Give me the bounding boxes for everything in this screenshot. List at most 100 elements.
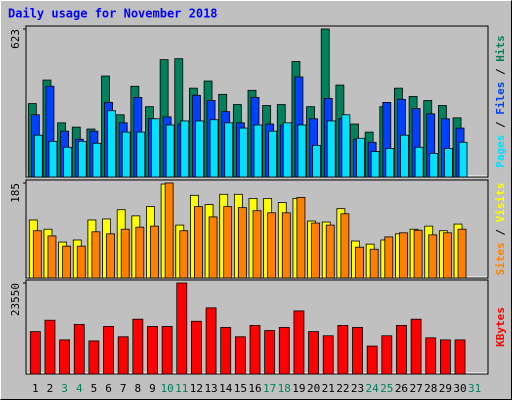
bar bbox=[352, 327, 363, 375]
bar bbox=[73, 323, 85, 375]
x-tick-label: 26 bbox=[395, 382, 408, 395]
bar bbox=[151, 118, 160, 178]
x-tick-label: 7 bbox=[120, 382, 127, 395]
x-tick-label: 24 bbox=[366, 382, 380, 395]
bar bbox=[356, 137, 365, 178]
bar bbox=[176, 282, 188, 375]
bar bbox=[413, 229, 423, 279]
bar bbox=[264, 330, 276, 375]
bar bbox=[267, 212, 277, 279]
x-tick-label: 4 bbox=[76, 382, 83, 395]
bar bbox=[428, 234, 438, 279]
x-tick-label: 25 bbox=[380, 382, 393, 395]
bar bbox=[59, 339, 71, 375]
bar bbox=[340, 213, 350, 279]
bar bbox=[293, 310, 305, 375]
x-tick-label: 1 bbox=[32, 382, 39, 395]
bar bbox=[370, 151, 380, 178]
chart-title: Daily usage for November 2018 bbox=[8, 7, 218, 21]
bar bbox=[384, 236, 394, 279]
x-tick-label: 31 bbox=[468, 382, 481, 395]
bar bbox=[443, 148, 453, 178]
bar bbox=[414, 146, 424, 178]
bar bbox=[429, 153, 439, 178]
x-tick-label: 12 bbox=[190, 382, 203, 395]
bar bbox=[326, 120, 336, 178]
bar bbox=[147, 326, 158, 375]
bar bbox=[165, 124, 175, 178]
bar bbox=[208, 216, 218, 279]
x-tick-label: 14 bbox=[219, 382, 233, 395]
y-tick-label: 185 bbox=[9, 183, 22, 203]
bar bbox=[278, 327, 290, 375]
x-tick-label: 5 bbox=[91, 382, 98, 395]
bar bbox=[48, 140, 58, 178]
bar bbox=[91, 231, 101, 279]
bar bbox=[385, 148, 395, 178]
x-tick-label: 15 bbox=[234, 382, 247, 395]
bar bbox=[132, 318, 144, 375]
bar bbox=[325, 224, 335, 279]
bar bbox=[106, 233, 115, 279]
bar bbox=[396, 324, 407, 375]
bar bbox=[161, 326, 173, 375]
y-tick-label: 23550 bbox=[9, 283, 22, 316]
x-tick-label: 23 bbox=[351, 382, 364, 395]
legend-separator: / bbox=[494, 222, 507, 242]
x-tick-label: 16 bbox=[248, 382, 261, 395]
bar bbox=[88, 340, 100, 375]
x-tick-label: 19 bbox=[292, 382, 305, 395]
bar bbox=[117, 336, 129, 375]
bar bbox=[249, 324, 261, 375]
x-tick-label: 27 bbox=[409, 382, 422, 395]
bar bbox=[76, 245, 86, 279]
bar bbox=[44, 319, 56, 375]
legend-entry: KBytes bbox=[494, 307, 507, 347]
bar bbox=[252, 210, 262, 279]
bar bbox=[62, 245, 72, 279]
bar bbox=[33, 134, 43, 178]
bar bbox=[191, 320, 202, 375]
x-tick-label: 17 bbox=[263, 382, 276, 395]
x-tick-label: 11 bbox=[175, 382, 188, 395]
bar bbox=[399, 232, 408, 279]
bar bbox=[454, 339, 466, 375]
legend-entry: Visits bbox=[494, 183, 507, 223]
bar bbox=[268, 130, 278, 178]
legend-entry: Sites bbox=[494, 242, 507, 275]
bar bbox=[205, 307, 217, 375]
bar bbox=[220, 327, 232, 375]
x-tick-label: 18 bbox=[278, 382, 291, 395]
bar bbox=[425, 337, 437, 375]
legend: KBytes bbox=[494, 307, 507, 347]
bar bbox=[366, 345, 378, 375]
bar bbox=[253, 124, 263, 178]
legend-separator: / bbox=[494, 115, 507, 135]
bar bbox=[63, 146, 73, 178]
bar bbox=[458, 141, 468, 178]
x-tick-label: 30 bbox=[453, 382, 466, 395]
bar bbox=[282, 122, 292, 178]
bar bbox=[195, 120, 204, 178]
bar bbox=[457, 228, 467, 279]
bar bbox=[237, 207, 247, 279]
legend-entry: Pages bbox=[494, 135, 507, 168]
x-tick-label: 20 bbox=[307, 382, 320, 395]
x-tick-label: 6 bbox=[105, 382, 112, 395]
bar bbox=[308, 331, 319, 375]
legend: Pages / Files / Hits bbox=[494, 35, 507, 168]
bar bbox=[341, 114, 351, 178]
bar bbox=[439, 339, 451, 375]
x-tick-label: 13 bbox=[204, 382, 217, 395]
bar bbox=[180, 120, 190, 178]
bar bbox=[103, 326, 114, 375]
x-tick-label: 21 bbox=[322, 382, 335, 395]
legend-entry: Hits bbox=[494, 35, 507, 62]
bar bbox=[442, 232, 452, 279]
bar bbox=[281, 212, 291, 279]
bar bbox=[312, 145, 321, 178]
bar bbox=[355, 246, 364, 279]
bar bbox=[381, 335, 393, 375]
